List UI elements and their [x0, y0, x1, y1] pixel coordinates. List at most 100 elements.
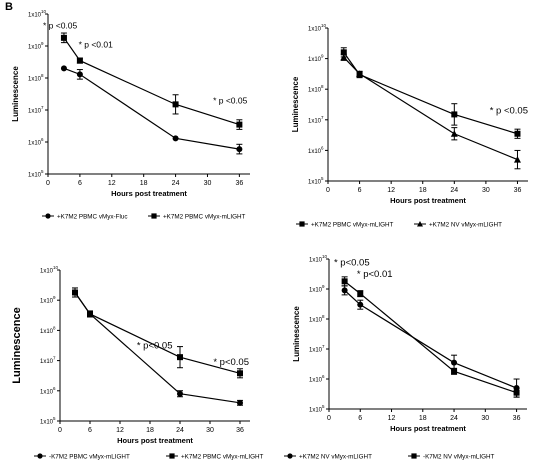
legend-marker — [151, 213, 157, 219]
data-point — [356, 70, 364, 77]
y-tick-exponent: 5 — [53, 416, 56, 421]
y-tick-exponent: 7 — [322, 344, 325, 349]
data-point — [87, 310, 93, 317]
x-tick-label: 24 — [450, 187, 458, 194]
y-tick-exponent: 8 — [321, 84, 324, 89]
y-tick-label: 1x10 — [309, 348, 323, 354]
x-tick-label: 6 — [358, 187, 362, 194]
x-axis-label: Hours post treatment — [390, 424, 466, 433]
legend-label: -K7M2 NV vMyx-mLIGHT — [423, 454, 495, 461]
series-line — [63, 37, 240, 126]
x-tick-label: 36 — [235, 180, 243, 187]
y-tick-label: 1x10 — [309, 378, 323, 384]
x-tick-label: 0 — [327, 415, 331, 422]
significance-label: * p<0.05 — [213, 357, 249, 368]
data-point — [177, 390, 183, 397]
series-line — [63, 67, 240, 150]
y-tick-label: 1x10 — [28, 141, 42, 147]
y-tick-label: 1x10 — [309, 288, 323, 294]
y-tick-label: 1x10 — [308, 149, 322, 155]
data-point — [76, 71, 83, 78]
y-tick-exponent: 7 — [321, 115, 324, 120]
legend-marker — [299, 221, 305, 227]
y-tick-exponent: 9 — [53, 295, 56, 300]
y-tick-label: 1x10 — [28, 173, 42, 179]
data-point — [72, 289, 78, 296]
legend-label: +K7M2 NV vMyx-mLIGHT — [299, 454, 372, 461]
x-tick-label: 24 — [172, 180, 180, 187]
x-tick-label: 30 — [204, 180, 212, 187]
y-tick-label: 1x10 — [309, 318, 323, 324]
series-2 — [60, 32, 243, 130]
legend-marker — [287, 453, 293, 459]
legend-label: +K7M2 NV vMyx-mLIGHT — [429, 222, 502, 229]
x-tick-label: 6 — [88, 427, 92, 434]
y-axis-label: Luminescence — [291, 76, 300, 132]
data-point — [451, 111, 458, 118]
x-tick-label: 6 — [358, 415, 362, 422]
y-tick-label: 1x10 — [28, 45, 42, 51]
data-point — [236, 146, 243, 153]
series-line — [74, 292, 241, 374]
y-tick-label: 1x10 — [308, 57, 322, 63]
x-axis-label: Hours post treatment — [390, 196, 466, 205]
y-tick-exponent: 8 — [53, 325, 56, 330]
y-tick-exponent: 7 — [41, 105, 44, 110]
x-tick-label: 18 — [419, 187, 427, 194]
data-point — [341, 287, 348, 294]
series-1 — [340, 47, 521, 139]
x-tick-label: 12 — [116, 427, 124, 434]
legend-label: +K7M2 PBMC vMyx-Fluc — [57, 214, 128, 221]
y-tick-label: 1x10 — [40, 269, 54, 275]
series-line — [343, 56, 518, 161]
x-tick-label: 30 — [482, 187, 490, 194]
data-point — [60, 34, 67, 41]
y-tick-label: 1x10 — [40, 359, 54, 365]
legend-marker — [411, 453, 417, 459]
y-tick-label: 1x10 — [308, 88, 322, 94]
data-point — [513, 156, 521, 163]
series-line — [344, 289, 517, 389]
y-tick-label: 1x10 — [308, 27, 322, 33]
legend-marker — [169, 453, 175, 459]
significance-label: * p<0.05 — [137, 341, 173, 352]
significance-label: * p <0.05 — [490, 106, 528, 117]
series-1 — [341, 285, 520, 398]
y-tick-label: 1x10 — [308, 180, 322, 186]
y-tick-label: 1x10 — [28, 77, 42, 83]
data-point — [451, 359, 458, 366]
x-tick-label: 36 — [513, 415, 521, 422]
data-point — [237, 370, 243, 377]
y-tick-exponent: 9 — [322, 284, 325, 289]
legend-label: -K7M2 PBMC vMyx-mLIGHT — [49, 454, 130, 461]
x-tick-label: 0 — [58, 427, 62, 434]
y-tick-label: 1x10 — [308, 118, 322, 124]
x-tick-label: 24 — [450, 415, 458, 422]
y-tick-label: 1x10 — [40, 389, 54, 395]
x-tick-label: 0 — [326, 187, 330, 194]
y-tick-label: 1x10 — [40, 299, 54, 305]
y-tick-exponent: 9 — [321, 54, 324, 59]
y-tick-exponent: 8 — [322, 314, 325, 319]
y-tick-exponent: 5 — [41, 169, 44, 174]
series-2 — [341, 276, 520, 398]
x-tick-label: 36 — [514, 187, 522, 194]
y-tick-label: 1x10 — [40, 329, 54, 335]
y-tick-exponent: 6 — [321, 145, 324, 150]
data-point — [76, 57, 83, 64]
data-point — [513, 389, 520, 396]
legend: +K7M2 PBMC vMyx-Fluc +K7M2 PBMC vMyx-mLIG… — [42, 213, 246, 221]
significance-label: * p<0.01 — [357, 269, 393, 280]
x-tick-label: 18 — [419, 415, 427, 422]
y-tick-exponent: 5 — [322, 404, 325, 409]
y-tick-exponent: 5 — [321, 176, 324, 181]
x-tick-label: 30 — [206, 427, 214, 434]
series-2 — [72, 287, 243, 379]
y-tick-exponent: 10 — [322, 254, 328, 259]
y-tick-exponent: 10 — [53, 265, 59, 270]
y-tick-label: 1x10 — [28, 109, 42, 115]
y-tick-exponent: 9 — [41, 41, 44, 46]
